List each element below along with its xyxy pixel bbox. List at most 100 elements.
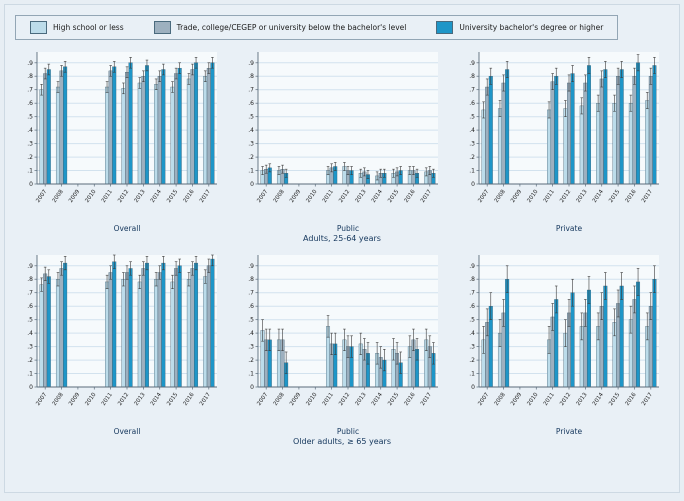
svg-text:2010: 2010 — [85, 392, 98, 407]
svg-text:2011: 2011 — [101, 392, 114, 407]
legend-swatch-0 — [30, 21, 47, 34]
svg-text:2013: 2013 — [134, 392, 147, 407]
plot-area — [257, 52, 438, 184]
svg-text:2011: 2011 — [542, 392, 555, 407]
svg-text:2014: 2014 — [592, 189, 605, 204]
svg-text:.3: .3 — [469, 344, 475, 351]
svg-text:.5: .5 — [28, 114, 34, 121]
svg-text:2015: 2015 — [608, 392, 621, 407]
legend-label-2: University bachelor's degree or higher — [459, 23, 604, 32]
graph-region: High school or less Trade, college/CEGEP … — [4, 4, 680, 493]
svg-text:.1: .1 — [248, 371, 254, 378]
svg-text:2010: 2010 — [85, 189, 98, 204]
svg-text:2011: 2011 — [322, 392, 335, 407]
svg-text:.2: .2 — [28, 154, 34, 161]
svg-text:.9: .9 — [28, 263, 34, 270]
svg-text:0: 0 — [30, 384, 34, 391]
svg-text:2010: 2010 — [526, 392, 539, 407]
svg-text:2007: 2007 — [256, 189, 269, 204]
svg-text:.9: .9 — [469, 60, 475, 67]
svg-text:2009: 2009 — [289, 392, 302, 407]
svg-text:2007: 2007 — [256, 392, 269, 407]
svg-text:2014: 2014 — [150, 189, 163, 204]
svg-text:.4: .4 — [28, 127, 34, 134]
svg-text:2012: 2012 — [338, 392, 351, 407]
svg-text:.7: .7 — [248, 290, 254, 297]
svg-text:.2: .2 — [28, 357, 34, 364]
svg-text:.1: .1 — [469, 168, 475, 175]
svg-text:2010: 2010 — [305, 392, 318, 407]
svg-text:2016: 2016 — [404, 189, 417, 204]
svg-text:2015: 2015 — [167, 392, 180, 407]
svg-text:.2: .2 — [469, 357, 475, 364]
svg-text:2009: 2009 — [68, 392, 81, 407]
svg-text:.1: .1 — [469, 371, 475, 378]
svg-text:.1: .1 — [248, 168, 254, 175]
svg-text:2014: 2014 — [150, 392, 163, 407]
svg-text:.8: .8 — [28, 73, 34, 80]
svg-text:2007: 2007 — [477, 392, 490, 407]
svg-text:0: 0 — [250, 181, 254, 188]
svg-text:2007: 2007 — [477, 189, 490, 204]
svg-text:2007: 2007 — [36, 189, 49, 204]
svg-text:2013: 2013 — [575, 189, 588, 204]
svg-text:2015: 2015 — [387, 189, 400, 204]
legend-swatch-1 — [153, 21, 171, 34]
svg-text:.7: .7 — [469, 290, 475, 297]
svg-text:.5: .5 — [248, 114, 254, 121]
svg-text:.4: .4 — [248, 330, 254, 337]
svg-text:2014: 2014 — [592, 392, 605, 407]
svg-text:2012: 2012 — [118, 189, 131, 204]
svg-text:.5: .5 — [469, 114, 475, 121]
svg-text:.9: .9 — [248, 60, 254, 67]
legend-swatch-2 — [436, 21, 454, 34]
svg-text:.8: .8 — [248, 73, 254, 80]
svg-text:.5: .5 — [28, 317, 34, 324]
svg-text:.2: .2 — [248, 154, 254, 161]
svg-text:.3: .3 — [28, 141, 34, 148]
svg-text:2013: 2013 — [355, 392, 368, 407]
svg-text:2013: 2013 — [134, 189, 147, 204]
svg-text:.3: .3 — [28, 344, 34, 351]
svg-text:.8: .8 — [469, 73, 475, 80]
svg-text:2008: 2008 — [493, 392, 506, 407]
svg-text:2011: 2011 — [322, 189, 335, 204]
legend-item-0: High school or less — [30, 21, 124, 34]
svg-text:2016: 2016 — [183, 189, 196, 204]
svg-text:2008: 2008 — [52, 392, 65, 407]
svg-text:2012: 2012 — [338, 189, 351, 204]
svg-text:2008: 2008 — [52, 189, 65, 204]
svg-text:.9: .9 — [28, 60, 34, 67]
svg-text:2009: 2009 — [289, 189, 302, 204]
svg-text:2016: 2016 — [624, 392, 637, 407]
svg-text:.7: .7 — [28, 290, 34, 297]
legend-label-1: Trade, college/CEGEP or university below… — [176, 23, 407, 32]
svg-text:2012: 2012 — [559, 392, 572, 407]
svg-text:.6: .6 — [469, 303, 475, 310]
svg-text:0: 0 — [471, 384, 475, 391]
svg-text:2013: 2013 — [355, 189, 368, 204]
svg-text:2017: 2017 — [420, 189, 433, 204]
svg-text:2015: 2015 — [387, 392, 400, 407]
panel-title: Public — [337, 224, 359, 233]
legend-item-2: University bachelor's degree or higher — [436, 21, 603, 34]
svg-text:.7: .7 — [28, 87, 34, 94]
svg-text:2013: 2013 — [575, 392, 588, 407]
row-caption-1: Older adults, ≥ 65 years — [293, 437, 391, 446]
legend: High school or less Trade, college/CEGEP … — [15, 15, 619, 40]
svg-text:2010: 2010 — [305, 189, 318, 204]
svg-text:0: 0 — [30, 181, 34, 188]
svg-text:2016: 2016 — [404, 392, 417, 407]
svg-text:2010: 2010 — [526, 189, 539, 204]
svg-text:.8: .8 — [469, 276, 475, 283]
svg-text:2011: 2011 — [101, 189, 114, 204]
panel-title: Public — [337, 427, 359, 436]
panel-overall: 0 .1 .2 .3 .4 .5 .6 .7 .8 .9 2007 2008 2009 2010 2011 2… — [28, 52, 218, 233]
svg-text:2008: 2008 — [273, 189, 286, 204]
svg-text:0: 0 — [250, 384, 254, 391]
svg-text:2009: 2009 — [510, 189, 523, 204]
svg-text:0: 0 — [471, 181, 475, 188]
svg-text:.6: .6 — [28, 303, 34, 310]
panel-title: Overall — [114, 427, 141, 436]
